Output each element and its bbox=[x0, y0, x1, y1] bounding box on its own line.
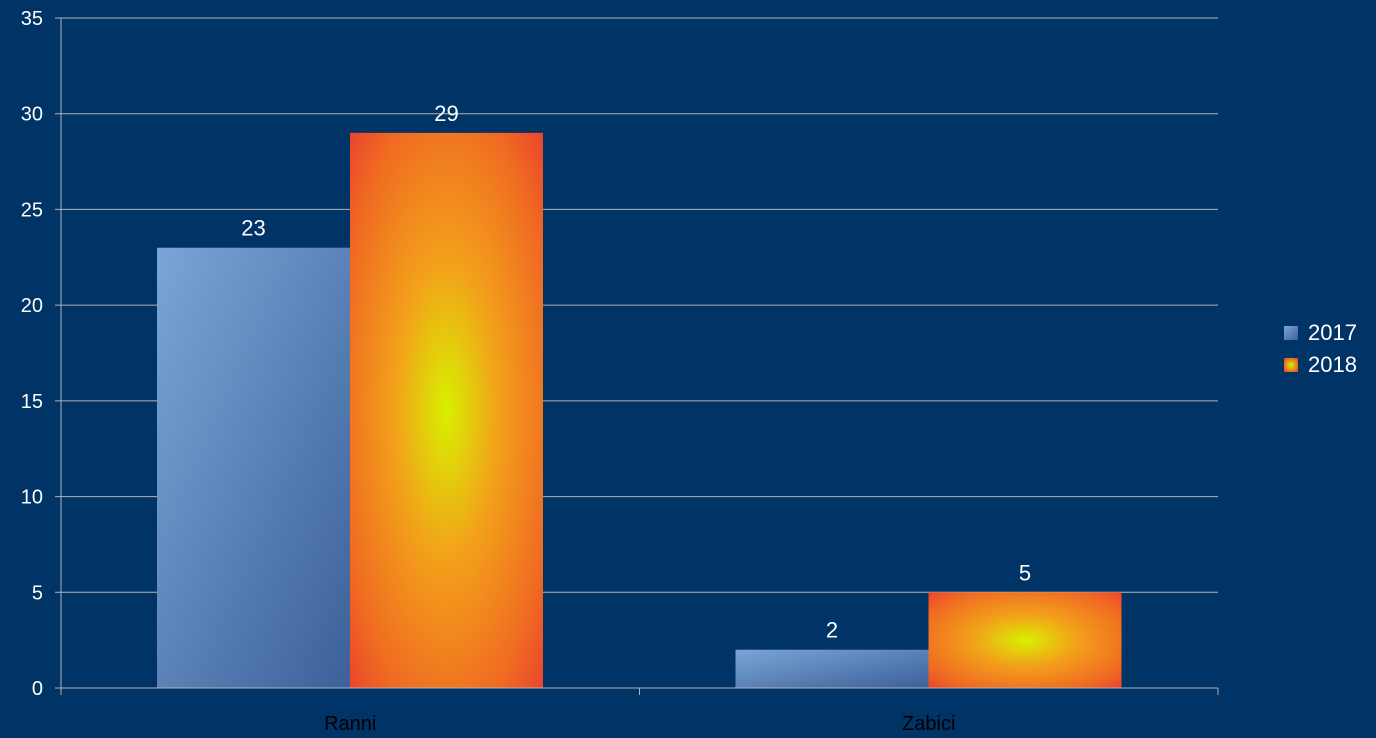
bar-2017-zabici bbox=[735, 649, 929, 688]
y-axis-tick-labels: 0 5 10 15 20 25 30 35 bbox=[21, 8, 43, 700]
data-label: 2 bbox=[826, 618, 838, 643]
bar-2018-zabici bbox=[928, 592, 1122, 688]
y-tick-label: 35 bbox=[21, 8, 43, 30]
y-tick-label: 30 bbox=[21, 104, 43, 126]
legend-swatch bbox=[1284, 358, 1298, 372]
legend-swatch bbox=[1284, 326, 1298, 340]
bar-2017-ranni bbox=[157, 247, 350, 688]
bar-2018-ranni bbox=[350, 132, 543, 688]
x-tick-label: Ranni bbox=[324, 713, 376, 735]
y-tick-label: 5 bbox=[32, 582, 43, 604]
y-tick-label: 20 bbox=[21, 295, 43, 317]
legend: 2017 2018 bbox=[1284, 320, 1357, 377]
axes bbox=[60, 18, 1219, 695]
legend-label: 2018 bbox=[1308, 352, 1357, 377]
data-label: 5 bbox=[1019, 560, 1031, 585]
x-axis-tick-labels: Ranni Zabici bbox=[324, 713, 955, 735]
data-label: 29 bbox=[434, 101, 458, 126]
x-tick-label: Zabici bbox=[902, 713, 955, 735]
y-tick-label: 10 bbox=[21, 487, 43, 509]
y-tick-label: 25 bbox=[21, 199, 43, 221]
data-labels: 23 29 2 5 bbox=[241, 101, 1031, 643]
legend-label: 2017 bbox=[1308, 320, 1357, 345]
data-label: 23 bbox=[241, 216, 265, 241]
y-tick-label: 0 bbox=[32, 678, 43, 700]
y-tick-label: 15 bbox=[21, 391, 43, 413]
bars bbox=[157, 132, 1122, 688]
